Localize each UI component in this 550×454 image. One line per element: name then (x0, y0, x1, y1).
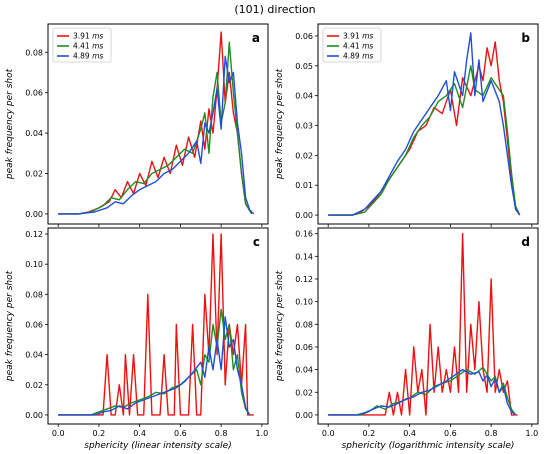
x-tick-label: 1.0 (256, 429, 269, 438)
legend-value: 4.89 (73, 52, 92, 61)
legend: 3.91 ms4.41 ms4.89 ms (322, 27, 382, 63)
y-tick-label: 0.14 (295, 252, 313, 261)
legend-label: 4.41 ms (73, 42, 103, 51)
panel-b: 0.00 0.01 0.02 0.03 0.04 0.05 0.06 peak frequen… (275, 23, 539, 227)
legend-value: 4.41 (73, 42, 92, 51)
panels: 0.00 0.02 0.04 0.06 0.08 peak frequency per s… (5, 23, 539, 451)
y-axis-label: peak frequency per shot (275, 270, 285, 382)
legend-value: 4.41 (343, 42, 362, 51)
x-tick-label: 0.4 (133, 429, 146, 438)
x-tick-label: 0.2 (363, 429, 376, 438)
y-tick-label: 0.00 (295, 211, 313, 220)
y-tick-label: 0.04 (25, 129, 43, 138)
legend-label: 3.91 ms (343, 32, 373, 41)
panel-d: 0.00 0.02 0.04 0.06 0.08 0.10 0.12 0.14 0.16 0.0 0… (275, 227, 539, 451)
legend-value: 3.91 (73, 32, 92, 41)
legend-label: 4.89 ms (73, 52, 103, 61)
y-tick-label: 0.08 (25, 290, 43, 299)
panel-letter: c (253, 235, 260, 249)
legend-unit: ms (362, 42, 373, 51)
series-group (58, 233, 254, 416)
legend-unit: ms (92, 52, 103, 61)
legend-unit: ms (362, 32, 373, 41)
series-line-2 (58, 308, 251, 416)
panel-c: 0.00 0.02 0.04 0.06 0.08 0.10 0.12 0.0 0.2 0.4 0.6… (5, 227, 269, 451)
x-tick-label: 0.8 (215, 429, 228, 438)
series-group (328, 232, 518, 416)
x-axis-label: sphericity (linear intensity scale) (84, 441, 231, 451)
plot-frame (47, 23, 269, 225)
y-tick-label: 0.00 (25, 210, 43, 219)
panel-letter: d (521, 235, 530, 249)
series-line-1 (328, 232, 518, 416)
y-tick-label: 0.06 (295, 343, 313, 352)
y-tick-label: 0.05 (295, 62, 313, 71)
series-group (58, 31, 255, 215)
series-line-3 (58, 55, 255, 215)
y-tick-label: 0.04 (25, 351, 43, 360)
panel-letter: b (521, 31, 530, 45)
series-line-2 (58, 41, 253, 215)
x-tick-label: 0.0 (322, 429, 335, 438)
x-tick-label: 0.6 (444, 429, 457, 438)
x-axis-label: sphericity (logarithmic intensity scale) (342, 441, 515, 451)
legend-label: 3.91 ms (73, 32, 103, 41)
x-tick-label: 0.8 (485, 429, 498, 438)
x-tick-label: 1.0 (526, 429, 539, 438)
plot-frame (317, 227, 539, 425)
x-tick-label: 0.2 (93, 429, 106, 438)
legend-value: 4.89 (343, 52, 362, 61)
y-tick-label: 0.12 (295, 275, 313, 284)
legend-unit: ms (92, 32, 103, 41)
y-tick-label: 0.08 (295, 320, 313, 329)
panel-letter: a (252, 31, 260, 45)
series-line-1 (328, 41, 521, 216)
y-tick-label: 0.02 (295, 151, 313, 160)
series-line-3 (58, 316, 251, 416)
y-axis-label: peak frequency per shot (5, 68, 15, 180)
series-line-3 (328, 32, 521, 216)
y-axis-label: peak frequency per shot (5, 270, 15, 382)
y-axis-label: peak frequency per shot (275, 68, 285, 180)
legend-label: 4.89 ms (343, 52, 373, 61)
y-tick-label: 0.04 (295, 92, 313, 101)
legend-value: 3.91 (343, 32, 362, 41)
figure-title: (101) direction (234, 3, 315, 16)
legend-unit: ms (362, 52, 373, 61)
panel-a: 0.00 0.02 0.04 0.06 0.08 peak frequency per s… (5, 23, 269, 227)
plot-frame (47, 227, 269, 425)
y-tick-label: 0.10 (25, 260, 43, 269)
y-tick-label: 0.12 (25, 230, 43, 239)
x-tick-label: 0.0 (52, 429, 65, 438)
legend-label: 4.41 ms (343, 42, 373, 51)
y-tick-label: 0.00 (25, 411, 43, 420)
y-tick-label: 0.16 (295, 230, 313, 239)
legend: 3.91 ms4.41 ms4.89 ms (52, 27, 112, 63)
x-tick-label: 0.4 (403, 429, 416, 438)
series-line-3 (328, 368, 517, 416)
y-tick-label: 0.01 (295, 181, 313, 190)
x-tick-label: 0.6 (174, 429, 187, 438)
y-tick-label: 0.08 (25, 48, 43, 57)
y-tick-label: 0.04 (295, 366, 313, 375)
legend-unit: ms (92, 42, 103, 51)
y-tick-label: 0.06 (295, 32, 313, 41)
y-tick-label: 0.10 (295, 298, 313, 307)
y-tick-label: 0.02 (25, 169, 43, 178)
y-tick-label: 0.00 (295, 411, 313, 420)
y-tick-label: 0.02 (25, 381, 43, 390)
plot-frame (317, 23, 539, 225)
y-tick-label: 0.02 (295, 388, 313, 397)
y-tick-label: 0.06 (25, 89, 43, 98)
series-line-2 (328, 65, 521, 216)
y-tick-label: 0.03 (295, 121, 313, 130)
series-group (328, 32, 521, 216)
y-tick-label: 0.06 (25, 320, 43, 329)
